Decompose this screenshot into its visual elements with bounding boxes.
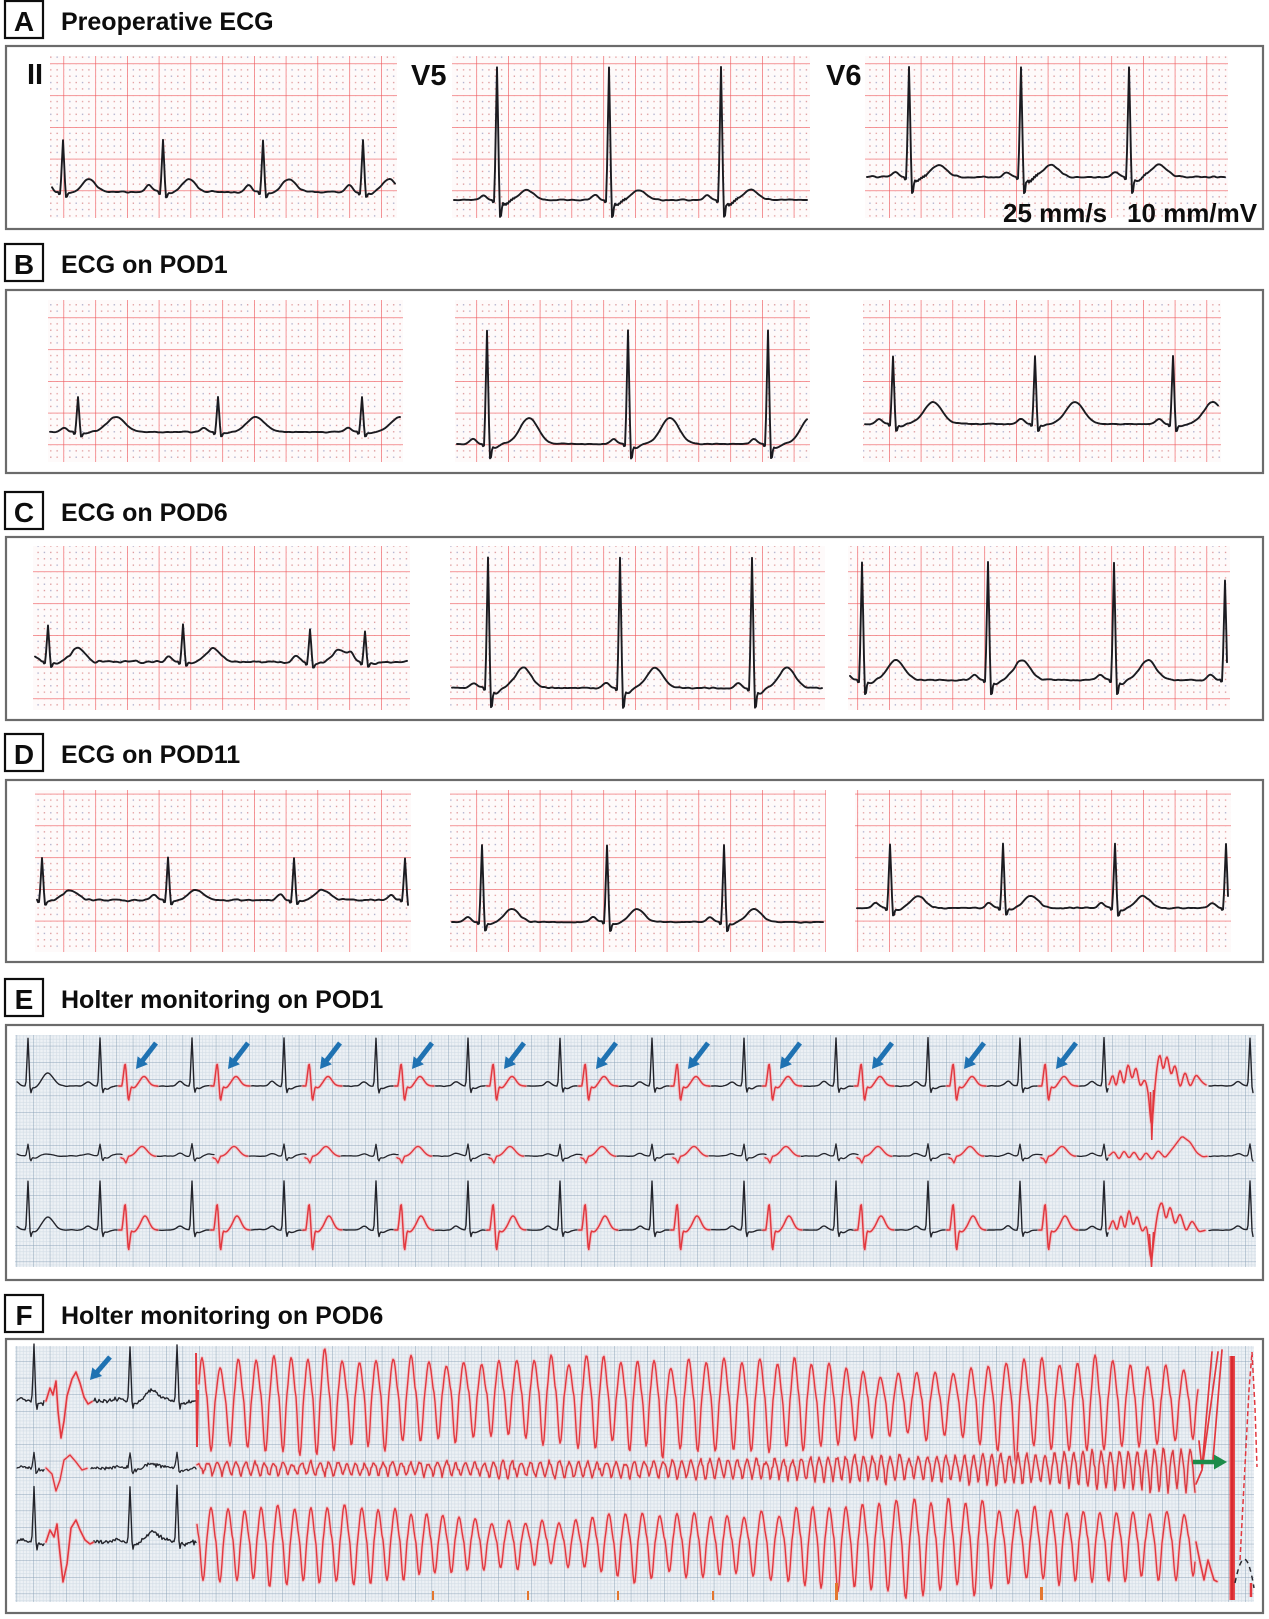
svg-text:10 mm/mV: 10 mm/mV <box>1127 198 1258 228</box>
svg-text:25 mm/s: 25 mm/s <box>1003 198 1107 228</box>
svg-text:Preoperative ECG: Preoperative ECG <box>61 8 274 36</box>
svg-text:V5: V5 <box>411 60 446 92</box>
svg-text:D: D <box>14 739 34 770</box>
svg-text:ECG on POD11: ECG on POD11 <box>61 741 240 769</box>
svg-text:ECG on POD1: ECG on POD1 <box>61 251 228 279</box>
svg-text:V6: V6 <box>826 60 861 92</box>
svg-text:F: F <box>15 1300 32 1331</box>
svg-text:Holter monitoring on POD1: Holter monitoring on POD1 <box>61 986 383 1014</box>
svg-text:II: II <box>27 59 43 91</box>
svg-text:ECG on POD6: ECG on POD6 <box>61 499 228 527</box>
svg-text:Holter monitoring on POD6: Holter monitoring on POD6 <box>61 1302 383 1330</box>
svg-text:A: A <box>14 6 34 37</box>
svg-text:C: C <box>14 497 34 528</box>
svg-text:B: B <box>14 249 34 280</box>
svg-text:E: E <box>15 984 34 1015</box>
